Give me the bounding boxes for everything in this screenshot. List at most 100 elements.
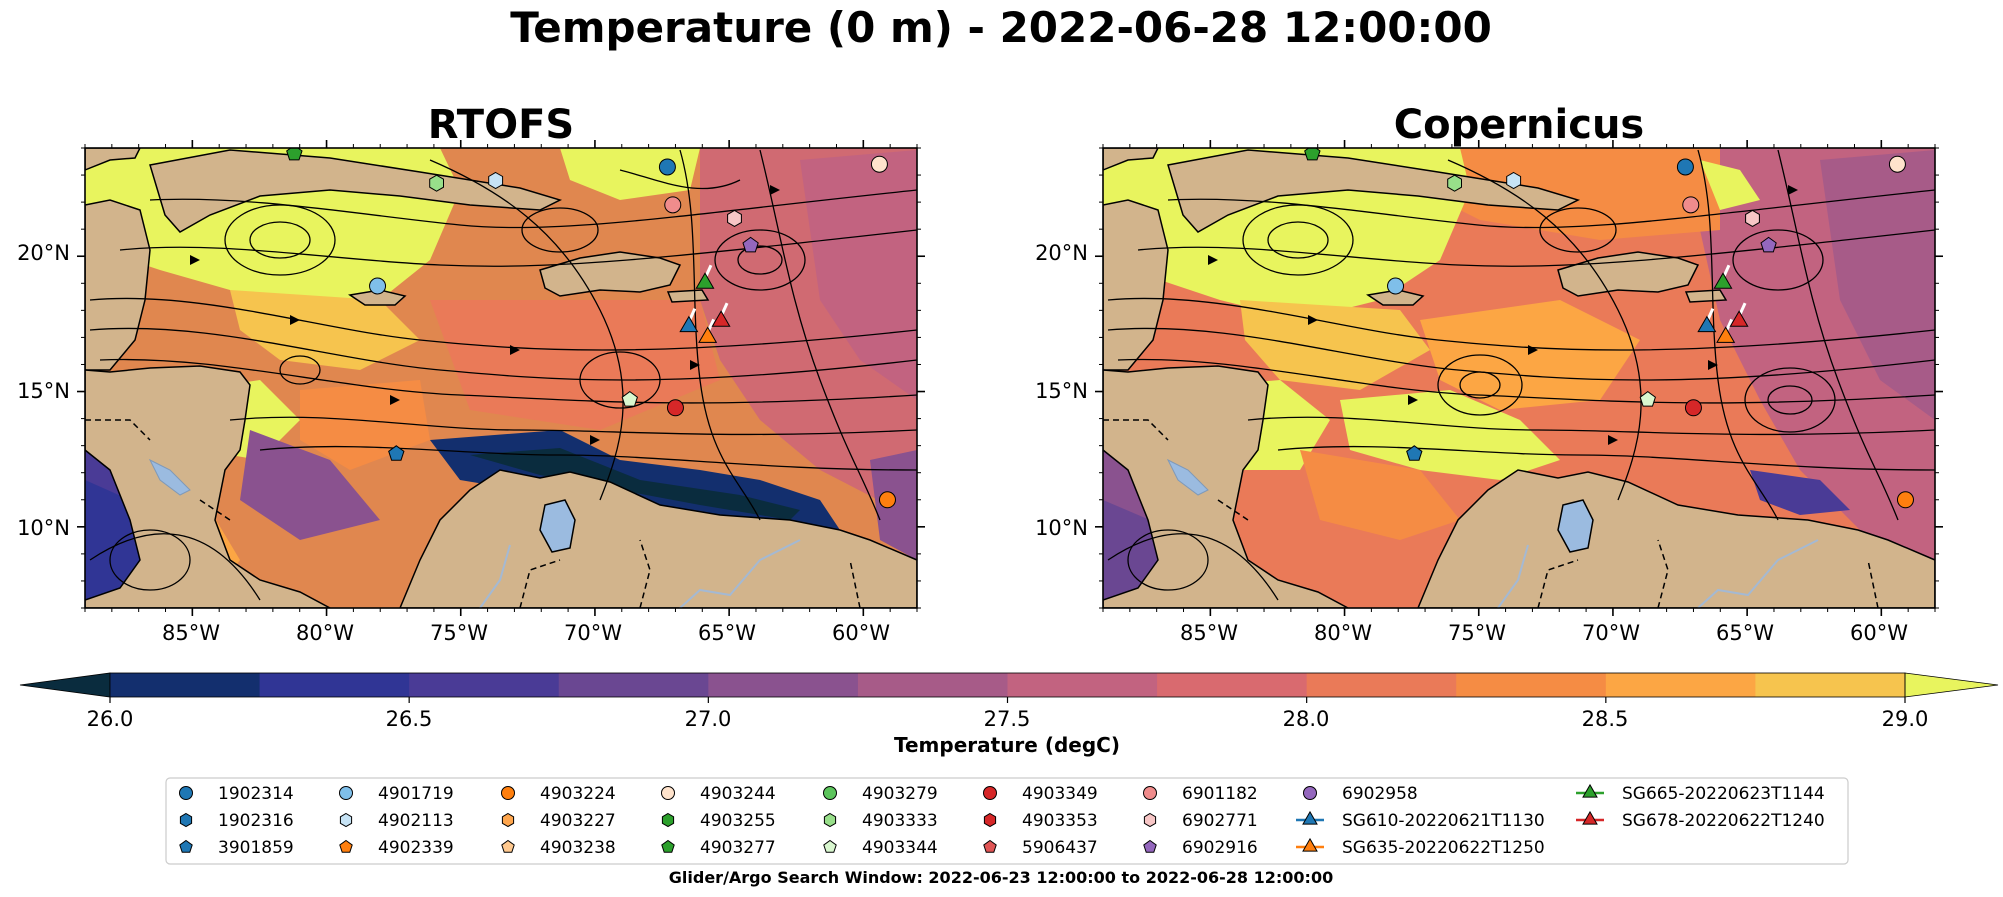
float-markers-copernicus xyxy=(1157,89,1914,509)
legend-item: 4903344 xyxy=(823,838,938,858)
sst-region xyxy=(1240,300,1430,390)
legend-label: 4903255 xyxy=(700,811,776,831)
legend-item: 6902771 xyxy=(1143,811,1258,831)
sst-region xyxy=(1420,148,1720,240)
legend-label: 4903353 xyxy=(1022,811,1098,831)
search-window-caption: Glider/Argo Search Window: 2022-06-23 12… xyxy=(669,868,1333,887)
sst-region xyxy=(1340,390,1560,480)
float-marker-4903277 xyxy=(1304,148,1321,161)
legend-marker xyxy=(1303,786,1317,800)
legend-marker xyxy=(1143,786,1157,800)
land-puerto-rico xyxy=(1684,289,1728,303)
colorbar-tick-label: 27.0 xyxy=(685,707,732,731)
colorbar-segment xyxy=(1007,673,1158,697)
y-tick-labels-rtofs: 20°N 15°N 10°N xyxy=(17,241,70,540)
legend-item: SG678-20220622T1240 xyxy=(1576,810,1825,831)
y-tick-label: 20°N xyxy=(17,241,70,265)
legend-marker xyxy=(823,812,837,828)
float-marker-4903353 xyxy=(1826,110,1840,126)
sst-region xyxy=(240,430,380,540)
legend-label: 4903227 xyxy=(540,811,616,831)
legend-marker xyxy=(983,839,997,853)
legend-item: 5906437 xyxy=(983,838,1098,858)
legend-item: 4902339 xyxy=(339,838,454,858)
float-marker-4903238 xyxy=(547,89,562,104)
legend-label: 4903224 xyxy=(540,784,616,804)
legend-item: 6902958 xyxy=(1303,784,1418,804)
colorbar-extend-min xyxy=(19,672,111,698)
legend-marker xyxy=(339,812,353,828)
float-marker-4903344 xyxy=(621,390,638,407)
legend-item: 4903277 xyxy=(661,838,776,858)
float-marker-4903277 xyxy=(286,148,303,161)
current-streamlines xyxy=(1107,149,1935,601)
legend-item: 4903255 xyxy=(661,811,776,831)
y-tick-label: 15°N xyxy=(1035,379,1088,403)
current-streamlines xyxy=(89,149,917,601)
legend-marker xyxy=(179,786,193,800)
legend-marker xyxy=(661,812,675,828)
float-marker-4903255 xyxy=(754,102,768,118)
streamline-arrows xyxy=(190,185,780,445)
land-cuba xyxy=(149,149,563,233)
legend-frame xyxy=(165,777,1849,865)
float-marker-4902339 xyxy=(1157,127,1172,141)
border xyxy=(1537,539,1879,608)
x-tick-label: 80°W xyxy=(1314,621,1372,645)
x-tick-label: 65°W xyxy=(698,621,756,645)
float-marker-4903238 xyxy=(1565,89,1580,104)
land-central-america xyxy=(1103,365,1349,608)
x-tick-label: 75°W xyxy=(430,621,488,645)
x-tick-label: 65°W xyxy=(1716,621,1774,645)
colorbar-tick-label: 26.5 xyxy=(386,707,433,731)
river xyxy=(479,544,511,608)
legend-marker xyxy=(1302,810,1318,825)
figure-title: Temperature (0 m) - 2022-06-28 12:00:00 xyxy=(510,3,1492,52)
colorbar-ticks xyxy=(109,697,1906,703)
y-tick-label: 10°N xyxy=(1035,516,1088,540)
float-marker-4902113 xyxy=(1506,171,1522,190)
colorbar-tick-label: 29.0 xyxy=(1882,707,1929,731)
legend-label: 6902958 xyxy=(1342,784,1418,804)
colorbar-tick-label: 28.5 xyxy=(1582,707,1629,731)
float-marker-4901719 xyxy=(369,277,387,295)
legend-marker xyxy=(501,839,515,853)
legend-item: 4902113 xyxy=(339,811,454,831)
legend-label: 6901182 xyxy=(1182,784,1258,804)
lake-nicaragua xyxy=(148,458,191,496)
legend-item: 4903333 xyxy=(823,811,938,831)
lake-maracaibo xyxy=(539,499,576,553)
float-marker-SG665-20220623T1144 xyxy=(1713,272,1733,289)
float-marker-4903344 xyxy=(1639,390,1656,407)
float-marker-4903333 xyxy=(1447,174,1462,192)
colorbar-segment xyxy=(110,673,261,697)
colorbar-segment xyxy=(1605,673,1756,697)
legend-items: 1902314 1902316 3901859 4901719 4902113 49023… xyxy=(179,783,1825,858)
map-area-rtofs xyxy=(85,89,917,608)
legend-item: 4903227 xyxy=(501,811,616,831)
legend-label: 4901719 xyxy=(378,784,454,804)
float-marker-SG610-20220621T1130 xyxy=(679,315,699,333)
sst-region xyxy=(1820,150,1935,420)
colorbar-segment xyxy=(708,673,859,697)
colorbar-segments xyxy=(19,672,1999,698)
border xyxy=(1103,419,1249,521)
float-marker-6902916 xyxy=(1760,236,1777,253)
float-marker-4902113 xyxy=(488,171,504,190)
float-marker-4903244 xyxy=(1888,155,1906,173)
float-marker-4903349 xyxy=(1684,399,1702,417)
float-marker-SG678-20220622T1240 xyxy=(711,310,731,327)
legend-item: 1902314 xyxy=(179,784,294,804)
x-tick-label: 60°W xyxy=(832,621,890,645)
colorbar-segment xyxy=(1157,673,1308,697)
legend-label: SG610-20220621T1130 xyxy=(1342,811,1545,831)
float-marker-6902958 xyxy=(1857,97,1873,113)
legend-marker xyxy=(661,786,675,800)
river xyxy=(1697,539,1819,608)
x-tick-label: 70°W xyxy=(564,621,622,645)
border xyxy=(519,539,861,608)
colorbar-segment xyxy=(409,673,560,697)
legend-label: 4903344 xyxy=(862,838,938,858)
colorbar-segment xyxy=(1306,673,1457,697)
